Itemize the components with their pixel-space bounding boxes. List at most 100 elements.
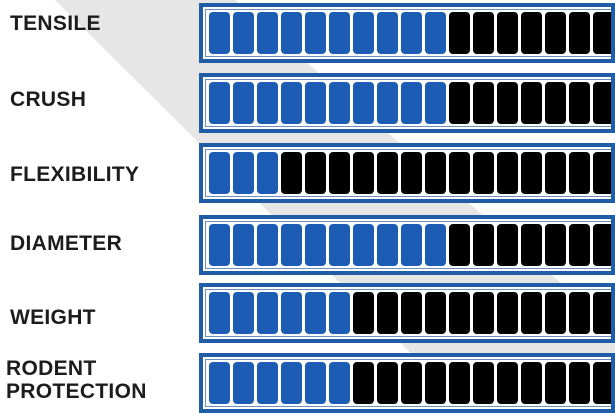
empty-segment: [593, 82, 611, 124]
empty-segment: [545, 362, 566, 404]
filled-segment: [233, 82, 254, 124]
empty-segment: [449, 12, 470, 54]
empty-segment: [281, 152, 302, 194]
filled-segment: [401, 12, 422, 54]
filled-segment: [233, 12, 254, 54]
empty-segment: [593, 224, 611, 266]
empty-segment: [473, 362, 494, 404]
filled-segment: [329, 82, 350, 124]
filled-segment: [401, 224, 422, 266]
empty-segment: [425, 362, 446, 404]
filled-segment: [209, 152, 230, 194]
filled-segment: [209, 362, 230, 404]
empty-segment: [545, 12, 566, 54]
filled-segment: [329, 362, 350, 404]
rating-label: RODENT PROTECTION: [6, 357, 147, 403]
rating-bar: [199, 283, 615, 343]
empty-segment: [401, 292, 422, 334]
rating-segments: [209, 362, 611, 404]
empty-segment: [329, 152, 350, 194]
filled-segment: [257, 224, 278, 266]
filled-segment: [257, 362, 278, 404]
rating-segments: [209, 12, 611, 54]
empty-segment: [425, 292, 446, 334]
filled-segment: [425, 82, 446, 124]
filled-segment: [377, 224, 398, 266]
empty-segment: [497, 152, 518, 194]
empty-segment: [353, 292, 374, 334]
rating-label: TENSILE: [10, 12, 101, 35]
empty-segment: [521, 362, 542, 404]
empty-segment: [593, 292, 611, 334]
filled-segment: [233, 224, 254, 266]
empty-segment: [449, 82, 470, 124]
empty-segment: [449, 292, 470, 334]
empty-segment: [545, 224, 566, 266]
empty-segment: [497, 82, 518, 124]
filled-segment: [281, 292, 302, 334]
empty-segment: [497, 12, 518, 54]
rating-bar: [199, 215, 615, 275]
empty-segment: [521, 224, 542, 266]
empty-segment: [497, 224, 518, 266]
filled-segment: [329, 292, 350, 334]
rating-label: DIAMETER: [10, 232, 123, 255]
filled-segment: [305, 82, 326, 124]
empty-segment: [377, 362, 398, 404]
empty-segment: [569, 12, 590, 54]
filled-segment: [209, 224, 230, 266]
empty-segment: [473, 224, 494, 266]
empty-segment: [593, 362, 611, 404]
filled-segment: [305, 224, 326, 266]
empty-segment: [497, 292, 518, 334]
filled-segment: [377, 82, 398, 124]
empty-segment: [473, 82, 494, 124]
empty-segment: [497, 362, 518, 404]
empty-segment: [569, 224, 590, 266]
empty-segment: [521, 82, 542, 124]
filled-segment: [257, 292, 278, 334]
empty-segment: [569, 292, 590, 334]
filled-segment: [425, 224, 446, 266]
empty-segment: [545, 292, 566, 334]
rating-segments: [209, 82, 611, 124]
empty-segment: [449, 362, 470, 404]
filled-segment: [281, 362, 302, 404]
rating-segments: [209, 152, 611, 194]
filled-segment: [233, 292, 254, 334]
empty-segment: [377, 292, 398, 334]
empty-segment: [401, 362, 422, 404]
empty-segment: [521, 292, 542, 334]
filled-segment: [353, 82, 374, 124]
empty-segment: [353, 362, 374, 404]
empty-segment: [473, 292, 494, 334]
filled-segment: [425, 12, 446, 54]
rating-bar: [199, 3, 615, 63]
filled-segment: [257, 82, 278, 124]
filled-segment: [401, 82, 422, 124]
rating-bar: [199, 143, 615, 203]
filled-segment: [209, 12, 230, 54]
empty-segment: [569, 152, 590, 194]
filled-segment: [209, 82, 230, 124]
empty-segment: [593, 152, 611, 194]
empty-segment: [449, 224, 470, 266]
empty-segment: [377, 152, 398, 194]
filled-segment: [329, 12, 350, 54]
filled-segment: [281, 82, 302, 124]
rating-bar: [199, 73, 615, 133]
filled-segment: [329, 224, 350, 266]
empty-segment: [521, 12, 542, 54]
rating-label: WEIGHT: [10, 306, 96, 329]
filled-segment: [305, 362, 326, 404]
empty-segment: [473, 152, 494, 194]
empty-segment: [353, 152, 374, 194]
filled-segment: [353, 12, 374, 54]
rating-segments: [209, 292, 611, 334]
rating-bar: [199, 353, 615, 413]
filled-segment: [233, 152, 254, 194]
filled-segment: [281, 224, 302, 266]
empty-segment: [545, 82, 566, 124]
rating-segments: [209, 224, 611, 266]
